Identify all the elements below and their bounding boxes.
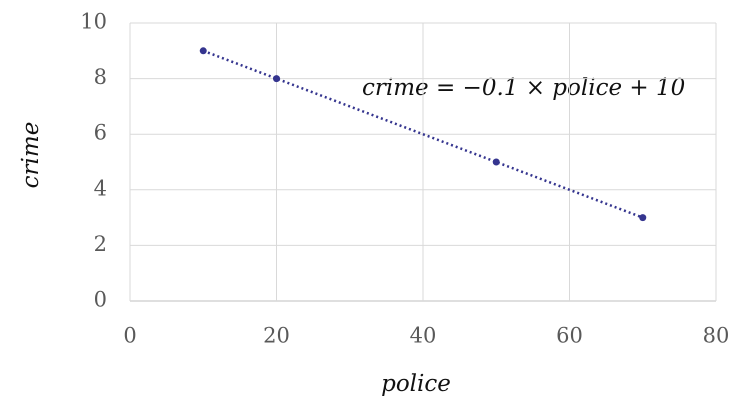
x-tick-label: 60 (556, 324, 583, 348)
data-point (199, 47, 207, 55)
x-tick-label: 20 (263, 324, 290, 348)
x-tick-label: 0 (123, 324, 136, 348)
x-tick-label: 40 (410, 324, 437, 348)
y-tick-label: 0 (94, 288, 107, 312)
y-tick-label: 6 (94, 121, 107, 145)
x-tick-label: 80 (703, 324, 730, 348)
data-point (273, 75, 280, 83)
x-axis-label: police (381, 371, 451, 397)
data-point (639, 214, 647, 222)
y-tick-label: 2 (94, 232, 107, 256)
y-tick-label: 10 (80, 10, 107, 34)
y-tick-label: 8 (94, 65, 107, 89)
y-tick-label: 4 (94, 176, 107, 200)
annotation: crime = −0.1 × police + 10 (362, 75, 685, 101)
data-point (492, 158, 500, 166)
y-axis-label: crime (18, 122, 44, 189)
data-line (202, 49, 644, 219)
